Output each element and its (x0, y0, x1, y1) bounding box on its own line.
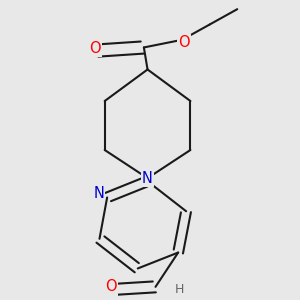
Text: O: O (89, 40, 101, 56)
Text: H: H (174, 283, 184, 296)
Text: N: N (93, 186, 104, 201)
Text: O: O (178, 35, 190, 50)
Text: O: O (105, 279, 117, 294)
Text: N: N (142, 171, 153, 186)
